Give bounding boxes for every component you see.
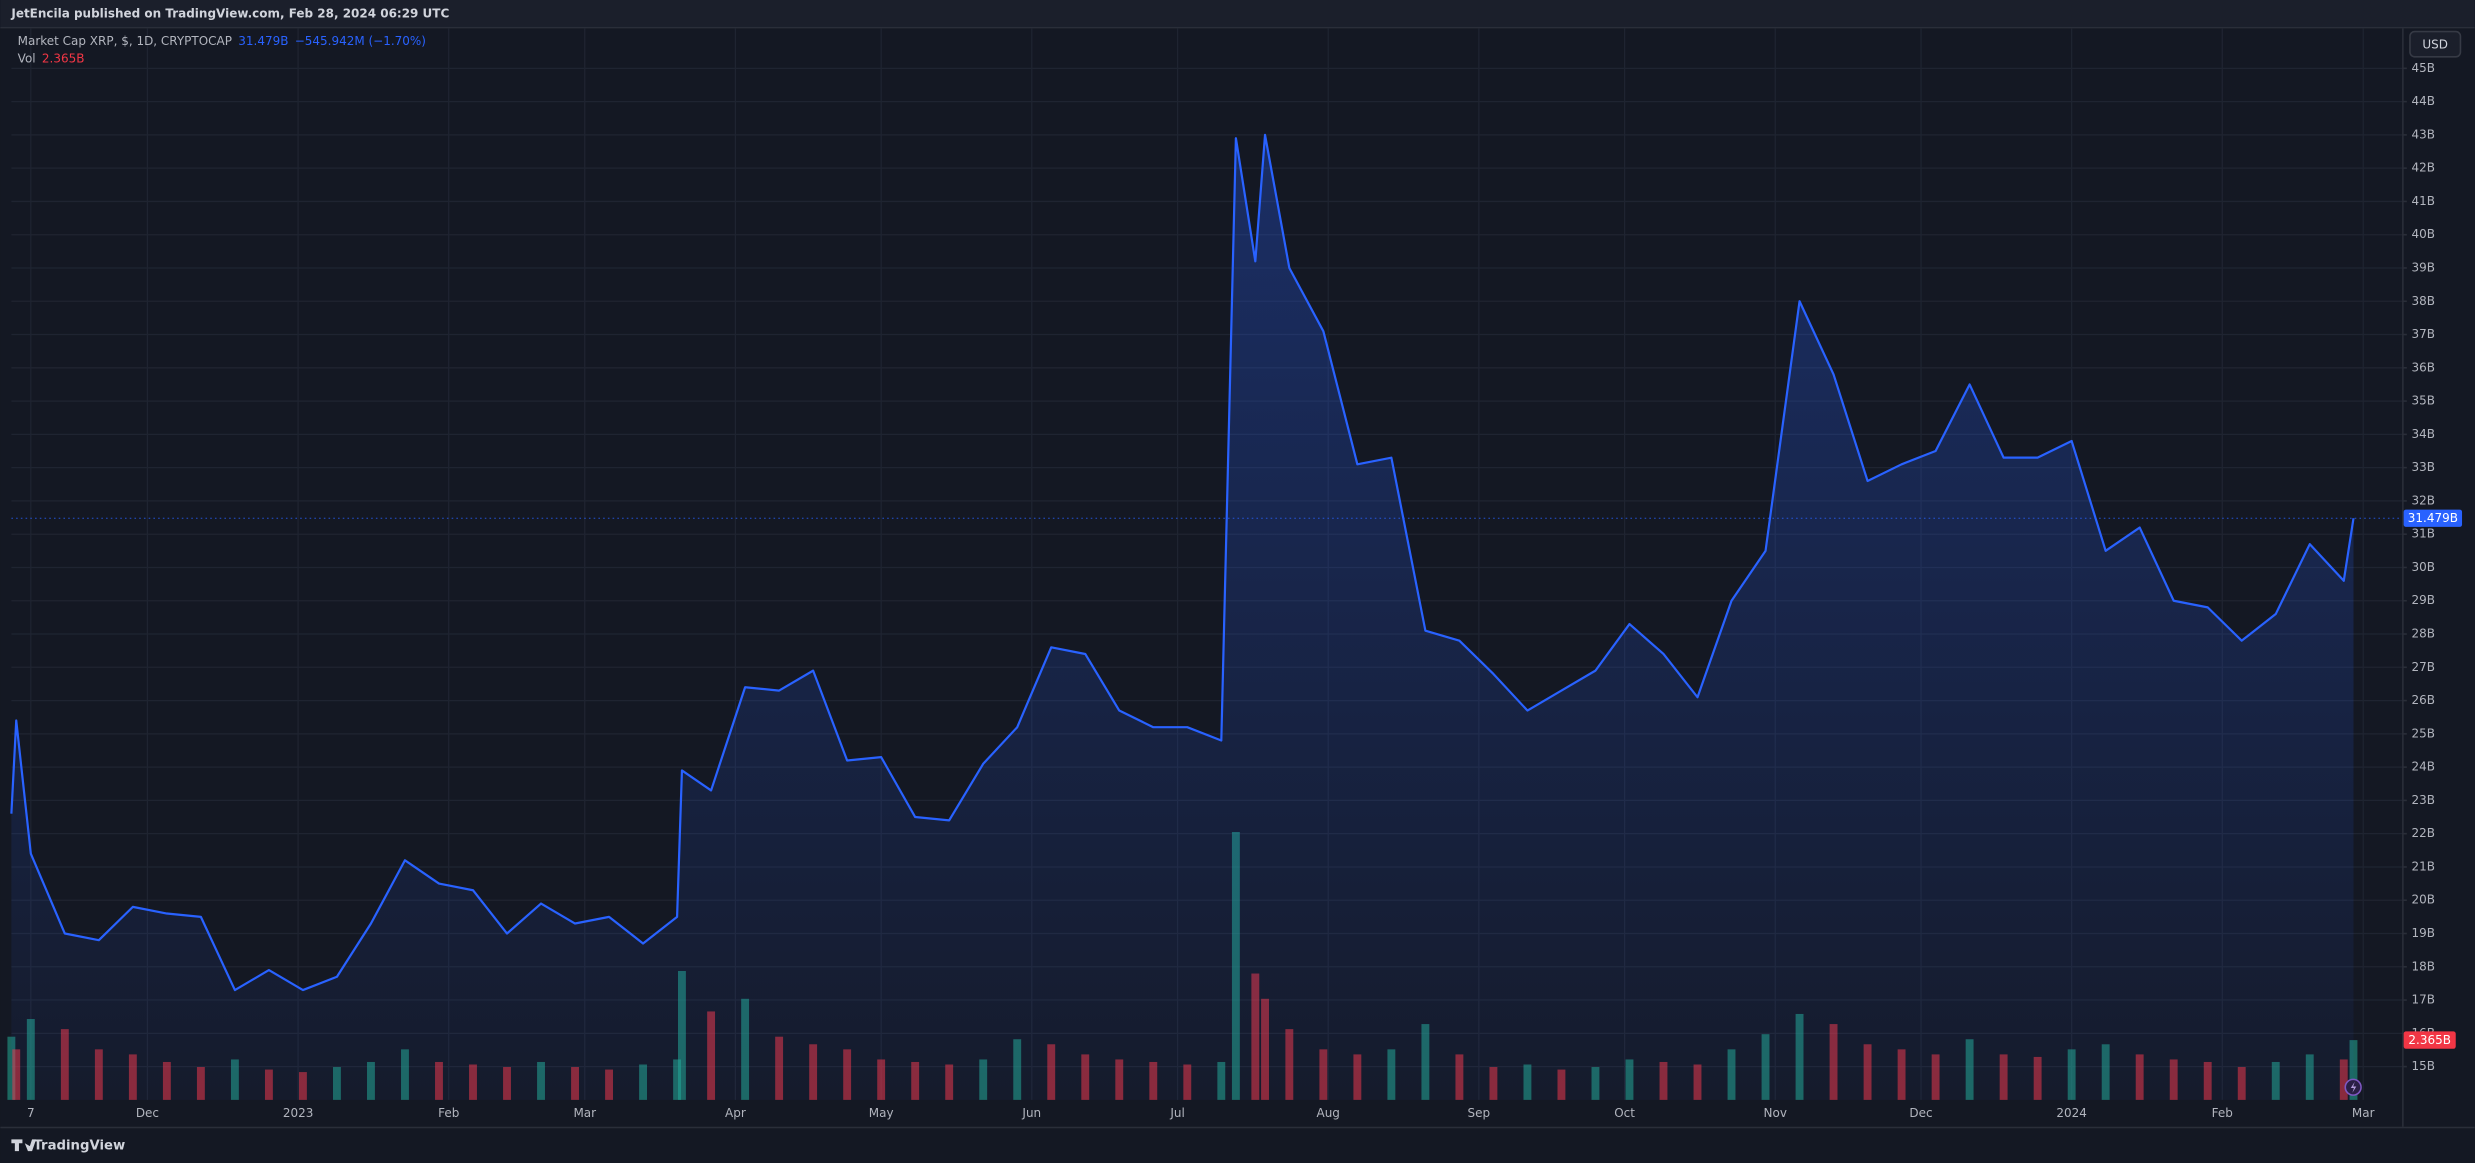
x-tick-label: May: [869, 1106, 894, 1120]
currency-label[interactable]: USD: [2422, 37, 2448, 51]
y-tick-label: 34B: [2412, 427, 2435, 441]
last-price-label: 31.479B: [2408, 511, 2458, 525]
y-tick-label: 45B: [2412, 61, 2435, 75]
volume-badge: [2403, 1031, 2456, 1049]
area-fill: [11, 134, 2354, 1100]
legend-volume-value: 2.365B: [42, 51, 85, 65]
brand-name: TradingView: [33, 1139, 125, 1154]
y-tick-label: 23B: [2412, 793, 2435, 807]
x-tick-label: Oct: [1614, 1106, 1635, 1120]
published-note: JetEncila published on TradingView.com, …: [10, 7, 449, 21]
x-tick-label: Dec: [136, 1106, 159, 1120]
y-tick-label: 41B: [2412, 194, 2435, 208]
y-tick-label: 20B: [2412, 893, 2435, 907]
y-tick-label: 19B: [2412, 926, 2435, 940]
x-tick-label: 7: [27, 1106, 35, 1120]
x-tick-label: Mar: [2352, 1106, 2375, 1120]
y-tick-label: 26B: [2412, 693, 2435, 707]
legend-main: Market Cap XRP, $, 1D, CRYPTOCAP 31.479B −…: [18, 34, 426, 48]
volume-badge-label: 2.365B: [2408, 1033, 2451, 1047]
y-tick-label: 40B: [2412, 227, 2435, 241]
y-tick-label: 24B: [2412, 760, 2435, 774]
y-tick-label: 25B: [2412, 726, 2435, 740]
y-tick-label: 29B: [2412, 593, 2435, 607]
y-tick-label: 35B: [2412, 394, 2435, 408]
x-tick-label: Feb: [438, 1106, 459, 1120]
y-tick-label: 37B: [2412, 327, 2435, 341]
x-tick-label: Jun: [1021, 1106, 1041, 1120]
price-line: [10, 133, 2403, 1100]
y-tick-label: 42B: [2412, 161, 2435, 175]
y-tick-label: 30B: [2412, 560, 2435, 574]
y-tick-label: 32B: [2412, 493, 2435, 507]
x-tick-label: Sep: [1468, 1106, 1491, 1120]
x-tick-label: 2023: [283, 1106, 314, 1120]
y-tick-label: 44B: [2412, 94, 2435, 108]
alert-bolt: [2350, 1081, 2357, 1093]
x-tick-label: Feb: [2212, 1106, 2233, 1120]
y-tick-label: 31B: [2412, 527, 2435, 541]
header-bar: [0, 0, 2475, 27]
x-tick-label: Apr: [725, 1106, 746, 1120]
legend-last-value: 31.479B: [238, 34, 288, 48]
x-tick-label: Nov: [1764, 1106, 1787, 1120]
x-tick-label: Aug: [1317, 1106, 1340, 1120]
y-tick-label: 28B: [2412, 627, 2435, 641]
currency-button[interactable]: [2409, 30, 2462, 58]
y-tick-label: 33B: [2412, 460, 2435, 474]
y-tick-label: 43B: [2412, 127, 2435, 141]
y-tick-label: 27B: [2412, 660, 2435, 674]
y-tick-label: 15B: [2412, 1059, 2435, 1073]
brand-icon: [11, 1139, 37, 1152]
legend-volume-name: Vol: [18, 51, 36, 65]
x-tick-label: 2024: [2056, 1106, 2087, 1120]
y-tick-label: 36B: [2412, 360, 2435, 374]
price-line: [10, 133, 2355, 992]
y-tick-label: 39B: [2412, 260, 2435, 274]
y-tick-label: 21B: [2412, 859, 2435, 873]
y-tick-label: 18B: [2412, 959, 2435, 973]
y-tick-label: 22B: [2412, 826, 2435, 840]
legend-series-name: Market Cap XRP, $, 1D, CRYPTOCAP: [18, 34, 232, 48]
last-price-badge: [2403, 509, 2463, 527]
x-tick-label: Dec: [1909, 1106, 1932, 1120]
y-tick-label: 38B: [2412, 294, 2435, 308]
y-tick-label: 17B: [2412, 993, 2435, 1007]
x-tick-label: Jul: [1169, 1106, 1184, 1120]
x-tick-label: Mar: [573, 1106, 596, 1120]
legend-volume: Vol 2.365B: [18, 51, 85, 65]
brand-logo: TradingView: [11, 1139, 125, 1154]
legend-change: −545.942M (−1.70%): [295, 34, 426, 48]
